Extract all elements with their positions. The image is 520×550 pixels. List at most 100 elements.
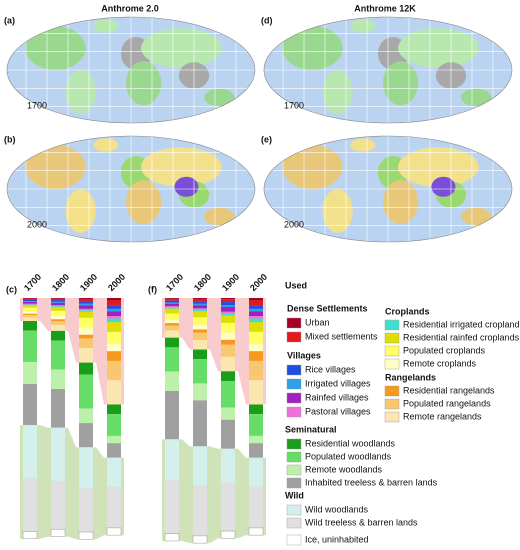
bar-segment: [51, 302, 65, 306]
bar-segment: [23, 307, 37, 312]
legend-swatch: [384, 319, 400, 331]
legend-swatch: [384, 398, 400, 410]
legend-heading: Used: [285, 280, 307, 290]
bar-segment: [23, 425, 37, 479]
bar-segment: [107, 316, 121, 319]
bar-segment: [249, 380, 263, 405]
panel-label: (d): [261, 15, 273, 25]
bar-segment: [248, 527, 264, 536]
bar-segment: [165, 307, 179, 309]
bar-segment: [23, 362, 37, 384]
bar-segment: [51, 307, 65, 311]
bar-segment: [165, 390, 179, 440]
legend-label: Populated croplands: [403, 345, 486, 355]
land: [65, 189, 96, 233]
bar-segment: [221, 322, 235, 333]
bar-segment: [51, 388, 65, 428]
bar-segment: [165, 371, 179, 391]
bar-segment: [79, 303, 93, 306]
legend-label: Ice, uninhabited: [305, 534, 369, 544]
bar-segment: [221, 482, 235, 532]
bar-segment: [79, 305, 93, 309]
land: [461, 88, 492, 107]
bar-segment: [107, 318, 121, 323]
land: [282, 26, 343, 70]
bar-segment: [165, 306, 179, 308]
legend-label: Urban: [305, 317, 330, 327]
group-link: [210, 446, 218, 544]
bar-segment: [51, 330, 65, 341]
bar-segment: [51, 319, 65, 322]
legend-label: Residential woodlands: [305, 438, 396, 448]
bar-segment: [23, 330, 37, 363]
group-link: [68, 298, 76, 363]
bar-segment: [51, 301, 65, 303]
map-year: 1700: [284, 101, 304, 111]
bar-segment: [51, 298, 65, 301]
legend-heading: Croplands: [385, 306, 430, 316]
bar-segment: [249, 414, 263, 436]
bar-segment: [165, 303, 179, 307]
legend-swatch: [286, 364, 302, 376]
x-tick-label: 2000: [248, 272, 269, 293]
bar-segment: [107, 380, 121, 405]
bar-segment: [221, 344, 235, 357]
group-link: [68, 427, 76, 540]
bar-segment: [107, 360, 121, 381]
legend-swatch: [286, 464, 302, 476]
bar-segment: [193, 298, 207, 302]
bar-segment: [107, 443, 121, 458]
bar-segment: [23, 305, 37, 308]
map-outline: [263, 16, 513, 124]
bar-segment: [221, 302, 235, 306]
bar-segment: [23, 301, 37, 304]
bar-segment: [79, 327, 93, 335]
bar-segment: [193, 303, 207, 306]
bar-segment: [78, 531, 94, 540]
bar-segment: [249, 298, 263, 301]
bar-segment: [165, 325, 179, 331]
bar-segment: [221, 311, 235, 314]
bar-segment: [249, 331, 263, 344]
bar-segment: [193, 332, 207, 340]
bar-segment: [164, 533, 180, 542]
bar-segment: [249, 486, 263, 528]
bar-segment: [220, 530, 236, 539]
bar-segment: [165, 302, 179, 304]
legend-swatch: [384, 358, 400, 370]
legend-swatch: [286, 317, 302, 329]
bar-segment: [249, 305, 263, 309]
bar-segment: [165, 300, 179, 303]
group-link: [96, 298, 104, 405]
x-tick-label: 1900: [220, 272, 241, 293]
legend-label: Wild treeless & barren lands: [305, 517, 418, 527]
bar-segment: [107, 311, 121, 317]
bar-segment: [221, 356, 235, 372]
bar-segment: [249, 318, 263, 323]
bar-segment: [193, 301, 207, 304]
bar-segment: [107, 331, 121, 344]
legend-label: Residential rangelands: [403, 385, 495, 395]
group-link: [238, 298, 246, 405]
legend-swatch: [384, 385, 400, 397]
bar-segment: [221, 448, 235, 483]
bar-segment: [193, 446, 207, 486]
bar-segment: [107, 414, 121, 436]
map: [264, 136, 512, 242]
bar-segment: [165, 439, 179, 481]
bar-segment: [23, 299, 37, 302]
legend-label: Pastoral villages: [305, 406, 371, 416]
legend-swatch: [286, 392, 302, 404]
bar-segment: [165, 319, 179, 324]
bar-segment: [165, 330, 179, 338]
bar-segment: [107, 343, 121, 352]
bar-segment: [107, 308, 121, 312]
bar-segment: [51, 321, 65, 325]
bar-segment: [193, 349, 207, 360]
legend-label: Wild woodlands: [305, 504, 369, 514]
legend-label: Remote croplands: [403, 358, 477, 368]
legend-label: Rice villages: [305, 364, 356, 374]
bar-segment: [79, 362, 93, 375]
legend-label: Populated rangelands: [403, 398, 491, 408]
map-outline: [6, 16, 256, 124]
